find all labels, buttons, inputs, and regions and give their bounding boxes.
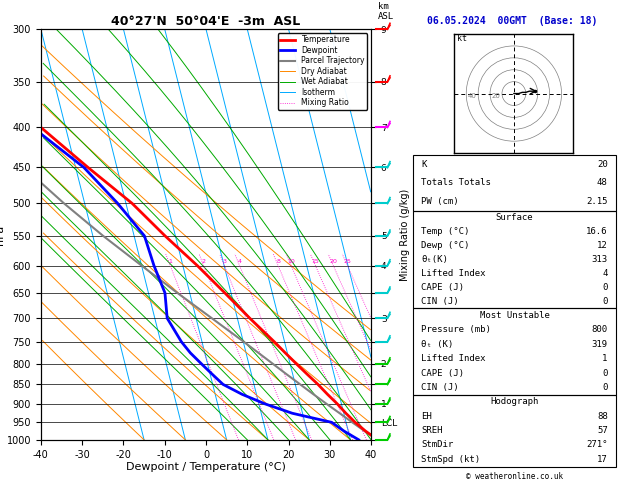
Text: θₜ (K): θₜ (K) xyxy=(421,340,454,348)
Y-axis label: Mixing Ratio (g/kg): Mixing Ratio (g/kg) xyxy=(400,189,410,280)
Text: 16.6: 16.6 xyxy=(586,227,608,236)
Text: © weatheronline.co.uk: © weatheronline.co.uk xyxy=(466,472,563,481)
Text: 319: 319 xyxy=(591,340,608,348)
Text: kt: kt xyxy=(457,34,467,43)
Text: PW (cm): PW (cm) xyxy=(421,197,459,206)
Title: 40°27'N  50°04'E  -3m  ASL: 40°27'N 50°04'E -3m ASL xyxy=(111,15,301,28)
X-axis label: Dewpoint / Temperature (°C): Dewpoint / Temperature (°C) xyxy=(126,462,286,472)
Text: 57: 57 xyxy=(597,426,608,435)
Text: 3: 3 xyxy=(223,259,226,263)
Text: 10: 10 xyxy=(287,259,295,263)
Text: CAPE (J): CAPE (J) xyxy=(421,368,464,378)
Text: CIN (J): CIN (J) xyxy=(421,296,459,306)
Text: 0: 0 xyxy=(603,383,608,392)
Y-axis label: hPa: hPa xyxy=(0,225,5,244)
Text: 06.05.2024  00GMT  (Base: 18): 06.05.2024 00GMT (Base: 18) xyxy=(427,16,597,26)
Text: K: K xyxy=(421,160,426,169)
Text: 4: 4 xyxy=(603,269,608,278)
Text: 1: 1 xyxy=(603,354,608,363)
Text: StmDir: StmDir xyxy=(421,440,454,450)
Text: Pressure (mb): Pressure (mb) xyxy=(421,325,491,334)
Legend: Temperature, Dewpoint, Parcel Trajectory, Dry Adiabat, Wet Adiabat, Isotherm, Mi: Temperature, Dewpoint, Parcel Trajectory… xyxy=(278,33,367,110)
Text: Dewp (°C): Dewp (°C) xyxy=(421,241,470,250)
Text: 0: 0 xyxy=(603,296,608,306)
Text: EH: EH xyxy=(421,412,432,421)
Text: 8: 8 xyxy=(276,259,280,263)
Text: StmSpd (kt): StmSpd (kt) xyxy=(421,455,481,464)
Text: 0: 0 xyxy=(603,368,608,378)
Text: 20: 20 xyxy=(491,93,500,99)
Text: 313: 313 xyxy=(591,255,608,264)
Text: 271°: 271° xyxy=(586,440,608,450)
Text: SREH: SREH xyxy=(421,426,443,435)
Text: 2: 2 xyxy=(202,259,206,263)
Text: 0: 0 xyxy=(603,283,608,292)
Text: Surface: Surface xyxy=(496,213,533,223)
Text: 20: 20 xyxy=(330,259,337,263)
Text: 1: 1 xyxy=(169,259,172,263)
Text: Totals Totals: Totals Totals xyxy=(421,178,491,188)
Text: 20: 20 xyxy=(597,160,608,169)
Text: θₜ(K): θₜ(K) xyxy=(421,255,448,264)
Text: 40: 40 xyxy=(467,93,476,99)
Text: Temp (°C): Temp (°C) xyxy=(421,227,470,236)
Text: CAPE (J): CAPE (J) xyxy=(421,283,464,292)
Text: 800: 800 xyxy=(591,325,608,334)
Text: 17: 17 xyxy=(597,455,608,464)
Text: 25: 25 xyxy=(343,259,352,263)
Text: 4: 4 xyxy=(238,259,242,263)
Text: CIN (J): CIN (J) xyxy=(421,383,459,392)
Text: 12: 12 xyxy=(597,241,608,250)
Text: 88: 88 xyxy=(597,412,608,421)
Text: Most Unstable: Most Unstable xyxy=(479,311,550,320)
Text: 2.15: 2.15 xyxy=(586,197,608,206)
Text: 48: 48 xyxy=(597,178,608,188)
Text: Hodograph: Hodograph xyxy=(491,398,538,406)
Text: Lifted Index: Lifted Index xyxy=(421,354,486,363)
Text: km
ASL: km ASL xyxy=(378,1,394,21)
Text: Lifted Index: Lifted Index xyxy=(421,269,486,278)
Text: 15: 15 xyxy=(311,259,320,263)
